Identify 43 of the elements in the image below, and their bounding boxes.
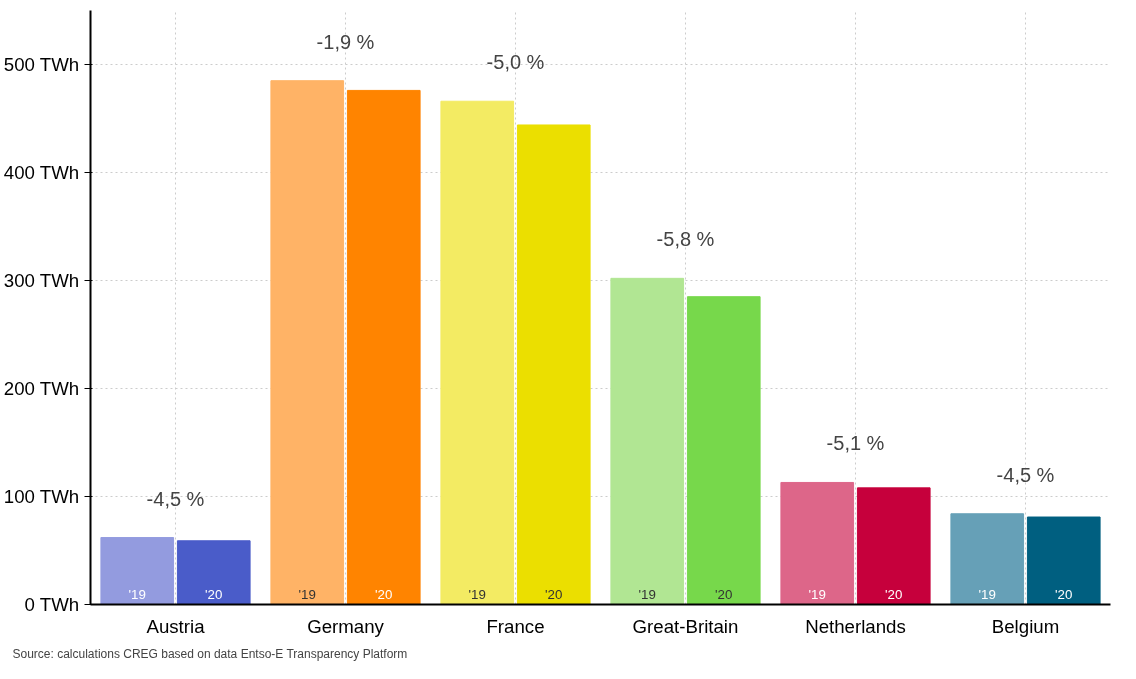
y-tick-label: 0 TWh <box>24 594 80 615</box>
annotation: -1,9 % <box>316 30 375 53</box>
series-label: '20 <box>205 586 223 602</box>
annotation: -5,8 % <box>656 228 715 251</box>
x-tick-label: Netherlands <box>805 615 906 637</box>
bar <box>176 540 251 605</box>
bar <box>686 296 761 605</box>
bar <box>950 513 1025 605</box>
bar <box>610 277 685 605</box>
x-tick-label: Belgium <box>991 615 1060 637</box>
text: '20 <box>375 586 393 602</box>
x-tick-label: Great-Britain <box>632 615 739 637</box>
y-tick-label: 300 TWh <box>3 270 80 291</box>
bar <box>346 89 421 605</box>
annotation: -4,5 % <box>146 487 205 510</box>
annotation: -5,1 % <box>826 432 885 455</box>
x-tick-label: Austria <box>146 615 206 637</box>
x-tick-label: France <box>486 615 545 637</box>
bar <box>856 487 931 605</box>
y-tick-label: 500 TWh <box>3 54 80 75</box>
annotation: -5,0 % <box>486 51 545 74</box>
text: '19 <box>468 586 486 602</box>
bar <box>516 124 591 605</box>
bar <box>440 100 515 605</box>
text: '19 <box>638 586 656 602</box>
bar <box>100 537 175 605</box>
annotation: -4,5 % <box>996 463 1055 486</box>
bar <box>780 481 855 605</box>
text: '20 <box>715 586 733 602</box>
bar <box>1026 516 1101 605</box>
text: '19 <box>808 586 826 602</box>
source-note: Source: calculations CREG based on data Entso-E Transparency Platform <box>12 646 408 661</box>
y-tick-label: 400 TWh <box>3 162 80 183</box>
text: '20 <box>1055 586 1073 602</box>
text: '19 <box>298 586 316 602</box>
series-label: '19 <box>128 586 146 602</box>
bar <box>270 80 345 605</box>
text: '20 <box>545 586 563 602</box>
x-tick-label: Germany <box>307 615 385 637</box>
text: '19 <box>978 586 996 602</box>
y-tick-label: 200 TWh <box>3 378 80 399</box>
y-tick-label: 100 TWh <box>3 486 80 507</box>
text: '20 <box>885 586 903 602</box>
